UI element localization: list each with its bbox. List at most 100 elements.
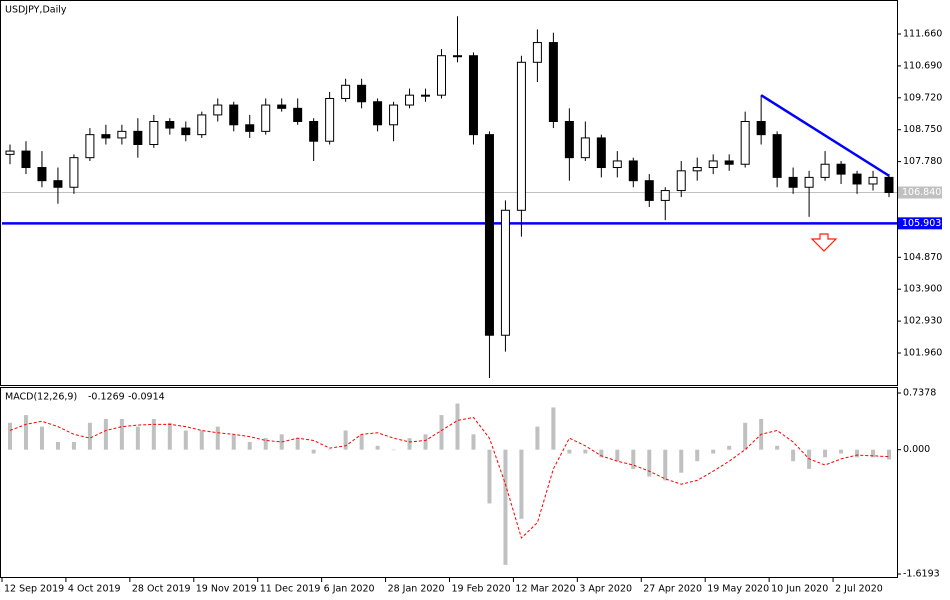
candle-body bbox=[101, 134, 111, 139]
price-tick-label: 101.960 bbox=[903, 348, 942, 359]
x-tick-label: 4 Oct 2019 bbox=[68, 584, 121, 595]
macd-bar bbox=[679, 449, 684, 473]
macd-bar bbox=[487, 449, 492, 504]
macd-bar bbox=[583, 449, 588, 454]
macd-bar bbox=[775, 445, 780, 450]
macd-bar bbox=[119, 418, 124, 450]
candle-body bbox=[5, 150, 15, 155]
macd-bar bbox=[839, 449, 844, 454]
macd-bar bbox=[823, 449, 828, 458]
candle-body bbox=[261, 104, 271, 132]
macd-bar bbox=[71, 441, 76, 450]
macd-bar bbox=[183, 430, 188, 450]
candle-body bbox=[309, 120, 319, 142]
signal-value: -0.0914 bbox=[128, 392, 165, 403]
macd-bar bbox=[423, 434, 428, 450]
macd-bar bbox=[599, 449, 604, 458]
candle-body bbox=[21, 150, 31, 169]
macd-bar bbox=[647, 449, 652, 477]
candle-body bbox=[484, 134, 494, 336]
x-tick-label: 6 Jan 2020 bbox=[324, 584, 375, 595]
candle-body bbox=[341, 84, 351, 99]
price-tick-label: 102.930 bbox=[903, 316, 942, 327]
macd-bar bbox=[7, 422, 12, 450]
macd-bar bbox=[327, 449, 332, 451]
candle-body bbox=[564, 120, 574, 159]
macd-bar bbox=[695, 449, 700, 462]
macd-tick-label: -1.6193 bbox=[903, 569, 940, 580]
candle-body bbox=[277, 104, 287, 109]
price-tick-label: 104.870 bbox=[903, 252, 942, 263]
candle-body bbox=[724, 160, 734, 165]
x-tick-label: 28 Jan 2020 bbox=[388, 584, 445, 595]
candle-body bbox=[772, 134, 782, 178]
macd-bar bbox=[39, 426, 44, 450]
macd-bar bbox=[247, 441, 252, 450]
x-tick-label: 10 Jun 2020 bbox=[771, 584, 828, 595]
candle-body bbox=[245, 124, 255, 132]
candle-body bbox=[213, 104, 223, 116]
candle-body bbox=[644, 180, 654, 201]
price-line-label: 106.840 bbox=[902, 187, 941, 198]
macd-bar bbox=[503, 449, 508, 565]
macd-bar bbox=[855, 449, 860, 458]
macd-bar bbox=[311, 449, 316, 454]
candle-body bbox=[580, 137, 590, 159]
price-tick-label: 107.780 bbox=[903, 156, 942, 167]
x-tick-label: 3 Apr 2020 bbox=[579, 584, 632, 595]
macd-bar bbox=[887, 449, 892, 460]
price-tick-label: 110.690 bbox=[903, 60, 942, 71]
macd-bar bbox=[359, 434, 364, 450]
macd-bar bbox=[215, 426, 220, 450]
macd-bar bbox=[471, 434, 476, 450]
price-tick-label: 108.750 bbox=[903, 124, 942, 135]
candle-body bbox=[452, 55, 462, 58]
candle-body bbox=[548, 42, 558, 122]
candle-body bbox=[676, 170, 686, 192]
macd-bar bbox=[791, 449, 796, 462]
macd-tick-label: 0.000 bbox=[903, 444, 930, 455]
price-line-label-box bbox=[898, 217, 942, 230]
price-panel-frame bbox=[0, 0, 898, 386]
price-line-label: 105.903 bbox=[902, 218, 941, 229]
signal-line bbox=[9, 416, 890, 539]
x-tick-label: 19 Feb 2020 bbox=[451, 584, 510, 595]
macd-panel-frame bbox=[0, 387, 898, 578]
candle-body bbox=[788, 176, 798, 188]
x-tick-label: 2 Jul 2020 bbox=[835, 584, 883, 595]
candle-body bbox=[69, 157, 79, 188]
candle-body bbox=[708, 160, 718, 169]
candle-body bbox=[532, 42, 542, 63]
candle-body bbox=[181, 127, 191, 136]
candle-body bbox=[165, 120, 175, 129]
candle-body bbox=[421, 94, 431, 97]
macd-bar bbox=[263, 438, 268, 450]
candle-body bbox=[612, 160, 622, 169]
macd-bar bbox=[103, 418, 108, 450]
macd-bar bbox=[55, 441, 60, 450]
candle-body bbox=[852, 173, 862, 185]
candle-body bbox=[149, 120, 159, 146]
price-tick-label: 103.900 bbox=[903, 284, 942, 295]
macd-bar bbox=[151, 418, 156, 450]
candle-body bbox=[500, 209, 510, 336]
macd-bar bbox=[743, 422, 748, 450]
candle-body bbox=[756, 120, 766, 136]
candle-body bbox=[373, 101, 383, 126]
candle-body bbox=[405, 94, 415, 106]
price-tick-label: 111.660 bbox=[903, 29, 942, 40]
macd-value: -0.1269 bbox=[88, 392, 125, 403]
candle-body bbox=[628, 160, 638, 182]
macd-bar bbox=[567, 449, 572, 454]
macd-bar bbox=[375, 445, 380, 450]
macd-bar bbox=[167, 422, 172, 450]
macd-bar bbox=[615, 449, 620, 462]
macd-title: MACD(12,26,9) bbox=[5, 392, 77, 403]
candle-body bbox=[389, 104, 399, 126]
macd-bar bbox=[231, 434, 236, 450]
x-tick-label: 12 Sep 2019 bbox=[4, 584, 64, 595]
x-tick-label: 11 Dec 2019 bbox=[260, 584, 321, 595]
candle-body bbox=[836, 163, 846, 175]
candle-body bbox=[37, 167, 47, 182]
